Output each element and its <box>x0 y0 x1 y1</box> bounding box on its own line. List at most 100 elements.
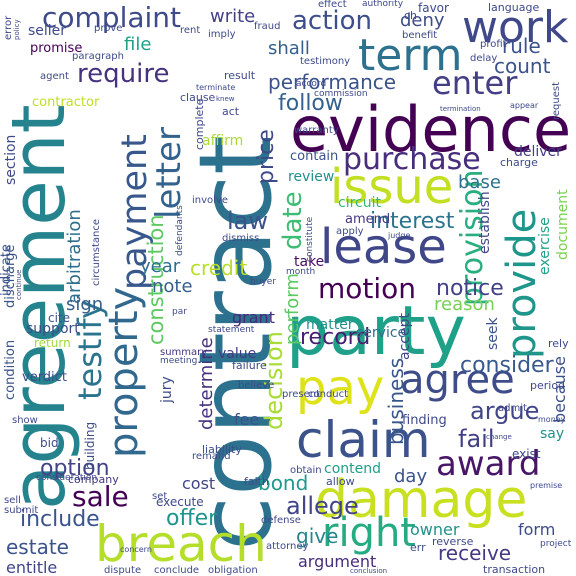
word-pay: pay <box>296 360 385 416</box>
word-evidence: evidence <box>290 93 572 166</box>
word-issue: issue <box>330 159 454 215</box>
word-testify: testify <box>71 300 109 400</box>
word-testimony: testimony <box>300 56 351 67</box>
word-motion: motion <box>318 272 417 305</box>
word-lease: lease <box>320 219 447 275</box>
word-buyer: buyer <box>250 277 276 287</box>
word-fraud: fraud <box>254 21 281 32</box>
word-contend: contend <box>324 461 381 477</box>
word-execute: execute <box>156 495 204 509</box>
word-party: party <box>286 292 466 371</box>
word-delay: delay <box>470 53 498 64</box>
word-credit: credit <box>190 256 248 280</box>
word-day: day <box>394 466 428 487</box>
word-verdict: verdict <box>22 370 67 385</box>
word-notice: notice <box>436 276 504 301</box>
word-purchase: purchase <box>343 142 481 177</box>
word-entitle: entitle <box>6 558 58 576</box>
word-contractor: contractor <box>32 95 100 110</box>
word-present: present <box>282 389 321 400</box>
word-failure: failure <box>232 359 267 372</box>
word-change: change <box>486 433 512 441</box>
word-require: require <box>77 59 170 89</box>
word-form: form <box>518 520 556 539</box>
word-property: property <box>101 286 147 458</box>
word-sell: sell <box>4 495 21 506</box>
word-owner: owner <box>410 520 460 539</box>
word-promise: promise <box>30 41 83 56</box>
word-enter: enter <box>432 64 518 102</box>
word-constitute: constitute <box>305 216 315 262</box>
word-support: support <box>26 321 80 337</box>
word-company: company <box>68 473 119 486</box>
word-sale: sale <box>72 480 129 513</box>
word-warranty: warranty <box>294 125 339 136</box>
word-cite: cite <box>48 311 71 325</box>
word-circuit: circuit <box>338 195 381 211</box>
word-arbitration: arbitration <box>64 209 85 304</box>
word-dispute: dispute <box>104 565 142 576</box>
word-statement: statement <box>208 325 255 335</box>
word-profit: profit <box>480 39 507 50</box>
word-request: request <box>551 81 562 120</box>
word-award: award <box>436 444 541 484</box>
word-cost: cost <box>182 474 216 493</box>
word-include: include <box>20 507 100 532</box>
word-exercise: exercise <box>537 217 553 275</box>
word-damage: damage <box>315 470 528 530</box>
word-obtain: obtain <box>290 465 322 476</box>
word-rule: rule <box>502 34 541 58</box>
word-value: value <box>218 346 257 362</box>
word-par: par <box>172 307 187 317</box>
word-liability: liability <box>202 443 242 456</box>
word-take: take <box>294 254 325 270</box>
word-result: result <box>224 69 256 82</box>
word-building: building <box>83 421 97 470</box>
word-charge: charge <box>500 156 538 169</box>
word-policy: policy <box>13 19 21 40</box>
word-faith: faith <box>244 475 269 488</box>
word-period: period <box>530 379 566 392</box>
word-conduct: conduct <box>308 389 349 400</box>
word-contain: contain <box>290 149 339 164</box>
word-complaint: complaint <box>42 1 182 34</box>
word-benefit: benefit <box>402 30 438 41</box>
word-defendants: defendants <box>175 205 185 256</box>
word-fail: fail <box>458 425 495 453</box>
word-reason: reason <box>434 294 495 315</box>
word-transaction: transaction <box>483 563 546 576</box>
word-paragraph: paragraph <box>72 51 124 62</box>
word-jury: jury <box>159 376 175 403</box>
word-affirm: affirm <box>202 133 244 149</box>
word-breach: breach <box>95 515 267 573</box>
word-work: work <box>462 2 569 53</box>
word-apply: apply <box>336 226 364 237</box>
word-prove: prove <box>94 23 123 34</box>
word-rent: rent <box>180 25 201 36</box>
word-business: business <box>384 357 408 445</box>
word-authority: authority <box>362 0 404 9</box>
word-deny: deny <box>400 10 445 31</box>
word-sign: sign <box>66 294 104 315</box>
word-amend: amend <box>345 212 391 227</box>
word-note: note <box>152 276 193 297</box>
word-say: say <box>540 426 565 442</box>
word-file: file <box>124 34 152 55</box>
word-argue: argue <box>470 397 540 425</box>
word-return: return <box>34 336 71 350</box>
word-commission: commission <box>314 89 368 99</box>
word-knew: knew <box>216 95 235 103</box>
word-continue: continue <box>15 269 23 300</box>
word-month: month <box>286 267 316 277</box>
word-year: year <box>140 256 181 277</box>
word-term: term <box>358 30 463 81</box>
word-submit: submit <box>4 505 39 516</box>
word-admit: admit <box>498 403 527 414</box>
word-seller: seller <box>28 23 67 39</box>
word-grant: grant <box>232 308 275 327</box>
word-ch: ch <box>404 9 418 22</box>
word-summary: summary <box>160 347 208 358</box>
word-dismiss: dismiss <box>222 233 260 244</box>
word-fee: fee <box>234 410 260 429</box>
